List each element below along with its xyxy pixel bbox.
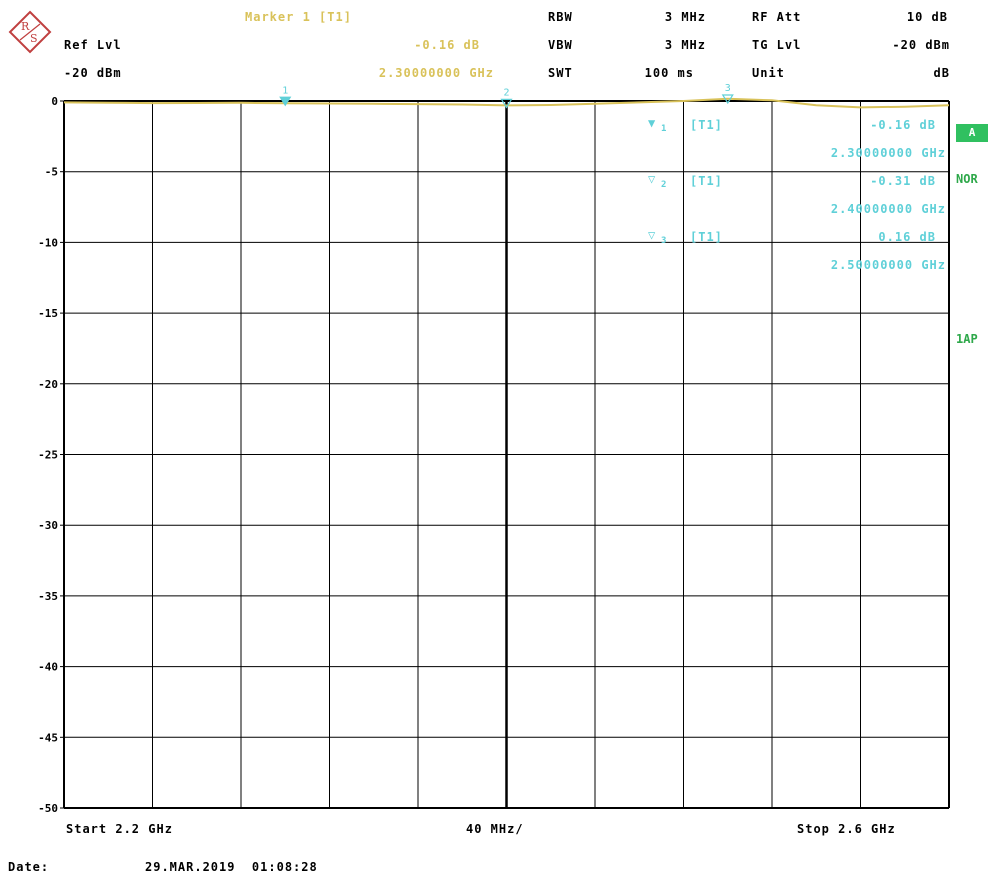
marker-table-3-frequency: 2.50000000 GHz [830,258,946,272]
marker-table-1-level: -0.16 dB [870,118,936,132]
ref-level-label: Ref Lvl [64,38,122,52]
marker-table-2-trace: [T1] [690,174,723,188]
y-tick-label: -45 [38,731,58,744]
marker-table-2-icon: ▽ [648,172,657,186]
y-tick-label: -20 [38,378,58,391]
date-value: 29.MAR.2019 01:08:28 [145,860,318,874]
svg-text:S: S [30,32,38,45]
swt-value: 100 ms [644,66,694,80]
marker-table-3-level: 0.16 dB [878,230,936,244]
marker-1-number: 1 [282,85,288,96]
tg-level-value: -20 dBm [892,38,950,52]
marker-table-2-frequency: 2.40000000 GHz [830,202,946,216]
trace-line [63,97,950,109]
marker-table-1-icon: ▼ [648,116,657,130]
stop-frequency: Stop 2.6 GHz [797,822,896,836]
rbw-label: RBW [548,10,573,24]
marker-table-1-frequency: 2.30000000 GHz [830,146,946,160]
unit-label: Unit [752,66,785,80]
ref-level-value: -20 dBm [64,66,122,80]
marker-level: -0.16 dB [414,38,480,52]
start-frequency: Start 2.2 GHz [66,822,173,836]
detector-nor-label: NOR [956,172,978,186]
vbw-value: 3 MHz [664,38,706,52]
marker-1-icon [279,96,292,107]
svg-text:R: R [21,20,30,33]
rf-att-label: RF Att [752,10,802,24]
y-tick-label: -50 [38,802,58,815]
marker-table-2-level: -0.31 dB [870,174,936,188]
marker-3-icon [721,94,734,105]
y-tick-label: 0 [51,95,58,108]
marker-table-3-index: 3 [661,236,668,246]
marker-table-3-trace: [T1] [690,230,723,244]
y-tick-label: -40 [38,661,58,674]
marker-table-1-trace: [T1] [690,118,723,132]
rbw-value: 3 MHz [664,10,706,24]
span-per-division: 40 MHz/ [466,822,524,836]
trace-1ap-label: 1AP [956,332,978,346]
y-tick-label: -5 [45,166,58,179]
tg-level-label: TG Lvl [752,38,802,52]
rf-att-value: 10 dB [906,10,948,24]
marker-title: Marker 1 [T1] [245,10,352,24]
rohde-schwarz-logo-icon: R S [8,10,52,54]
y-tick-label: -10 [38,236,58,249]
marker-frequency: 2.30000000 GHz [378,66,494,80]
marker-table-2-index: 2 [661,180,668,190]
y-tick-label: -15 [38,307,58,320]
swt-label: SWT [548,66,573,80]
y-tick-label: -35 [38,590,58,603]
unit-value: dB [933,66,950,80]
marker-table-3-icon: ▽ [648,228,657,242]
y-tick-label: -25 [38,449,58,462]
marker-2-number: 2 [503,87,509,98]
date-label: Date: [8,860,50,874]
vbw-label: VBW [548,38,573,52]
marker-3-number: 3 [725,83,731,94]
marker-table-1-index: 1 [661,124,668,134]
marker-2-icon [500,98,513,109]
y-tick-label: -30 [38,519,58,532]
trace-a-badge: A [956,124,988,142]
